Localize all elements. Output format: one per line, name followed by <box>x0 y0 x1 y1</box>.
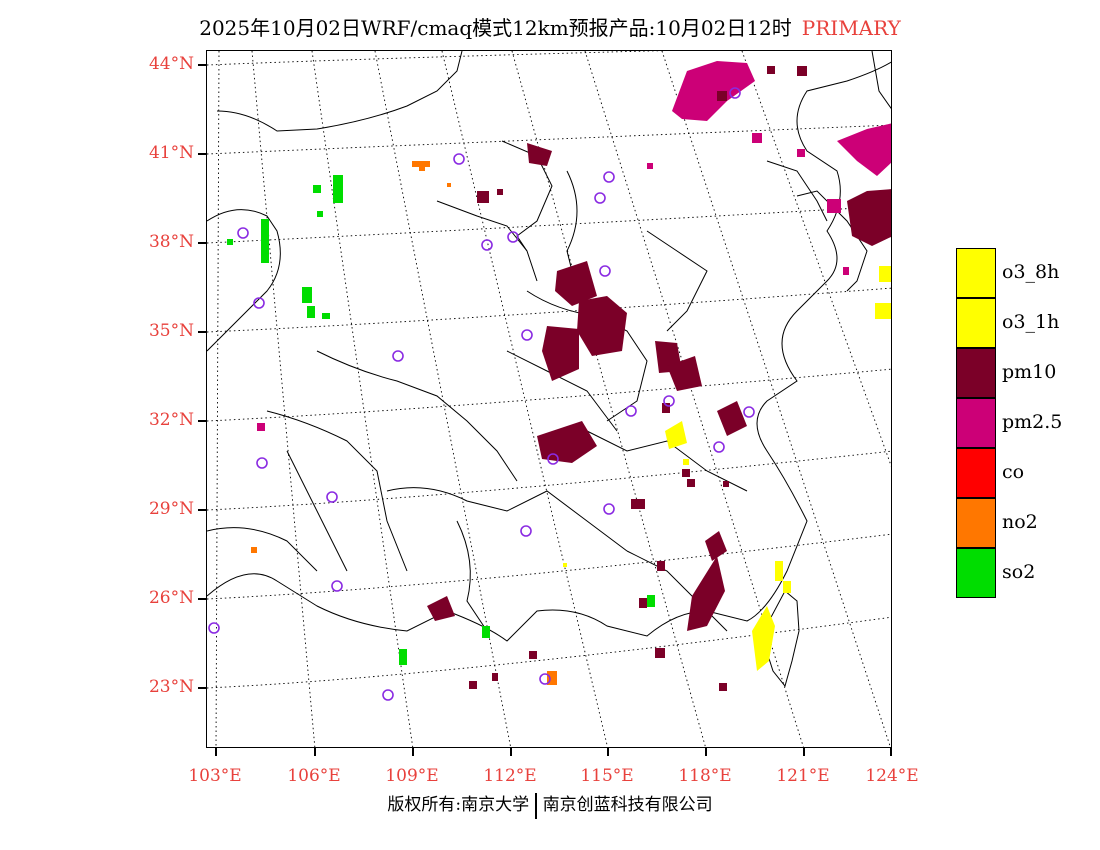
lat-label-29: 29°N <box>148 499 194 519</box>
map-panel <box>206 50 892 748</box>
so2-patches <box>227 175 655 665</box>
o3-patches <box>563 266 891 671</box>
station-markers <box>208 87 755 701</box>
lat-label-32: 32°N <box>148 410 194 430</box>
lat-label-41: 41°N <box>148 143 194 163</box>
pm10-patches <box>427 66 891 691</box>
primary-tag: PRIMARY <box>801 16 901 40</box>
legend-label-so2: so2 <box>1002 561 1036 583</box>
map-title: 2025年10月02日WRF/cmaq模式12km预报产品:10月02日12时 P… <box>0 12 1100 41</box>
lon-label-118: 118°E <box>678 766 732 786</box>
legend-swatch-o3-8h <box>956 248 996 298</box>
lon-label-115: 115°E <box>580 766 634 786</box>
legend-swatch-so2 <box>956 548 996 598</box>
legend-item-co: co <box>956 448 1086 498</box>
legend-swatch-pm25 <box>956 398 996 448</box>
legend-swatch-pm10 <box>956 348 996 398</box>
copyright-left: 版权所有:南京大学 <box>387 795 530 815</box>
copyright-footer: 版权所有:南京大学 南京创蓝科技有限公司 <box>0 790 1100 819</box>
legend-label-co: co <box>1002 461 1025 483</box>
legend-swatch-o3-1h <box>956 298 996 348</box>
lon-label-109: 109°E <box>385 766 439 786</box>
pm25-patches <box>257 61 891 431</box>
legend-swatch-co <box>956 448 996 498</box>
no2-patches <box>251 161 557 685</box>
legend-item-no2: no2 <box>956 498 1086 548</box>
lat-label-26: 26°N <box>148 588 194 608</box>
lon-label-121: 121°E <box>776 766 830 786</box>
legend-item-pm10: pm10 <box>956 348 1086 398</box>
title-text: 2025年10月02日WRF/cmaq模式12km预报产品:10月02日12时 <box>199 16 792 40</box>
copyright-right: 南京创蓝科技有限公司 <box>542 795 713 815</box>
legend-item-o3-1h: o3_1h <box>956 298 1086 348</box>
lon-label-124: 124°E <box>865 766 919 786</box>
legend: o3_8h o3_1h pm10 pm2.5 co no2 so2 <box>956 248 1086 598</box>
legend-label-o3-1h: o3_1h <box>1002 311 1060 333</box>
lon-label-103: 103°E <box>188 766 242 786</box>
legend-item-pm25: pm2.5 <box>956 398 1086 448</box>
legend-label-no2: no2 <box>1002 511 1038 533</box>
legend-label-pm10: pm10 <box>1002 361 1057 383</box>
legend-item-so2: so2 <box>956 548 1086 598</box>
lon-label-106: 106°E <box>287 766 341 786</box>
map-svg <box>207 51 891 747</box>
legend-swatch-no2 <box>956 498 996 548</box>
legend-label-o3-8h: o3_8h <box>1002 261 1060 283</box>
footer-separator <box>535 792 537 819</box>
lat-label-35: 35°N <box>148 321 194 341</box>
lat-label-23: 23°N <box>148 677 194 697</box>
lat-label-38: 38°N <box>148 232 194 252</box>
lon-label-112: 112°E <box>483 766 537 786</box>
lat-label-44: 44°N <box>148 54 194 74</box>
legend-label-pm25: pm2.5 <box>1002 411 1063 433</box>
legend-item-o3-8h: o3_8h <box>956 248 1086 298</box>
